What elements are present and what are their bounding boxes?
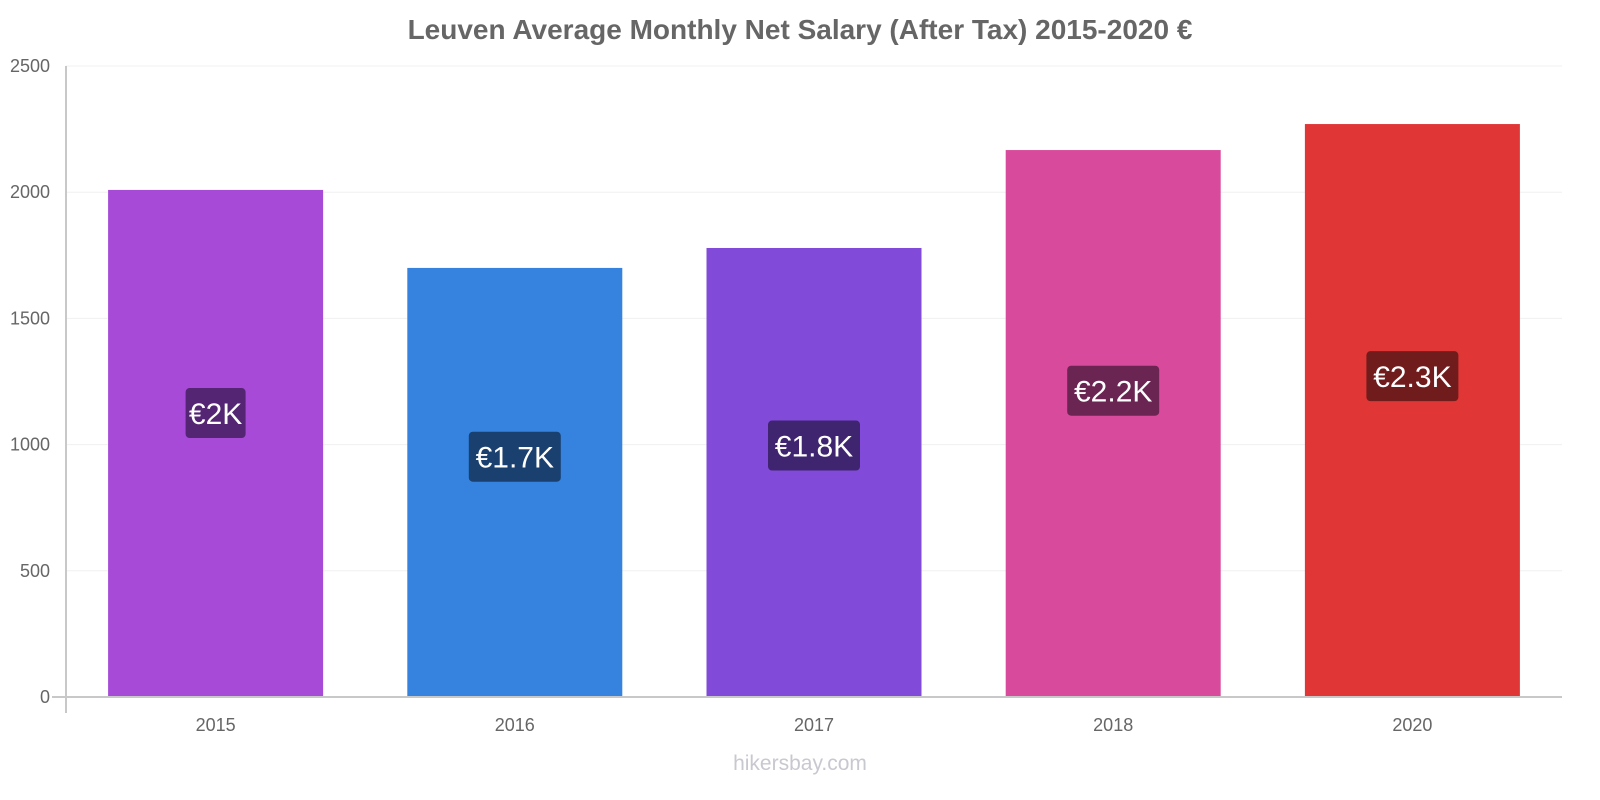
data-label-box [185, 388, 246, 439]
data-label-box [468, 431, 561, 482]
x-tick-label: 2017 [794, 715, 834, 735]
bar-2015[interactable] [108, 189, 324, 697]
axes: 0 500 1000 1500 2000 2500 2015 2016 2017 2018 2020 [10, 56, 1562, 735]
data-label-box [768, 420, 860, 471]
y-tick-label: 1500 [10, 308, 50, 328]
y-tick-label: 500 [20, 561, 50, 581]
bar-2016[interactable] [407, 267, 623, 697]
x-tick-label: 2015 [196, 715, 236, 735]
watermark: hikersbay.com [733, 752, 867, 775]
x-tick-label: 2016 [495, 715, 535, 735]
bar-2017[interactable] [706, 247, 922, 697]
data-label-box [1067, 365, 1160, 416]
data-label: €1.7K [476, 442, 554, 475]
chart-title: Leuven Average Monthly Net Salary (After… [407, 14, 1193, 45]
x-tick-label: 2018 [1093, 715, 1133, 735]
data-label-box [1366, 351, 1459, 402]
bar-2020[interactable] [1304, 124, 1520, 697]
data-label: €2.2K [1074, 376, 1152, 409]
x-tick-label: 2020 [1392, 715, 1432, 735]
y-tick-label: 2000 [10, 182, 50, 202]
y-tick-label: 2500 [10, 56, 50, 76]
y-tick-label: 0 [40, 687, 50, 707]
y-tick-label: 1000 [10, 435, 50, 455]
bars [108, 124, 1520, 697]
bar-2018[interactable] [1005, 150, 1221, 697]
data-label: €2.3K [1373, 361, 1451, 394]
data-label: €2K [189, 398, 242, 431]
data-labels: €2K €1.7K €1.8K €2.2K €2.3K [185, 351, 1459, 482]
data-label: €1.8K [775, 431, 853, 464]
